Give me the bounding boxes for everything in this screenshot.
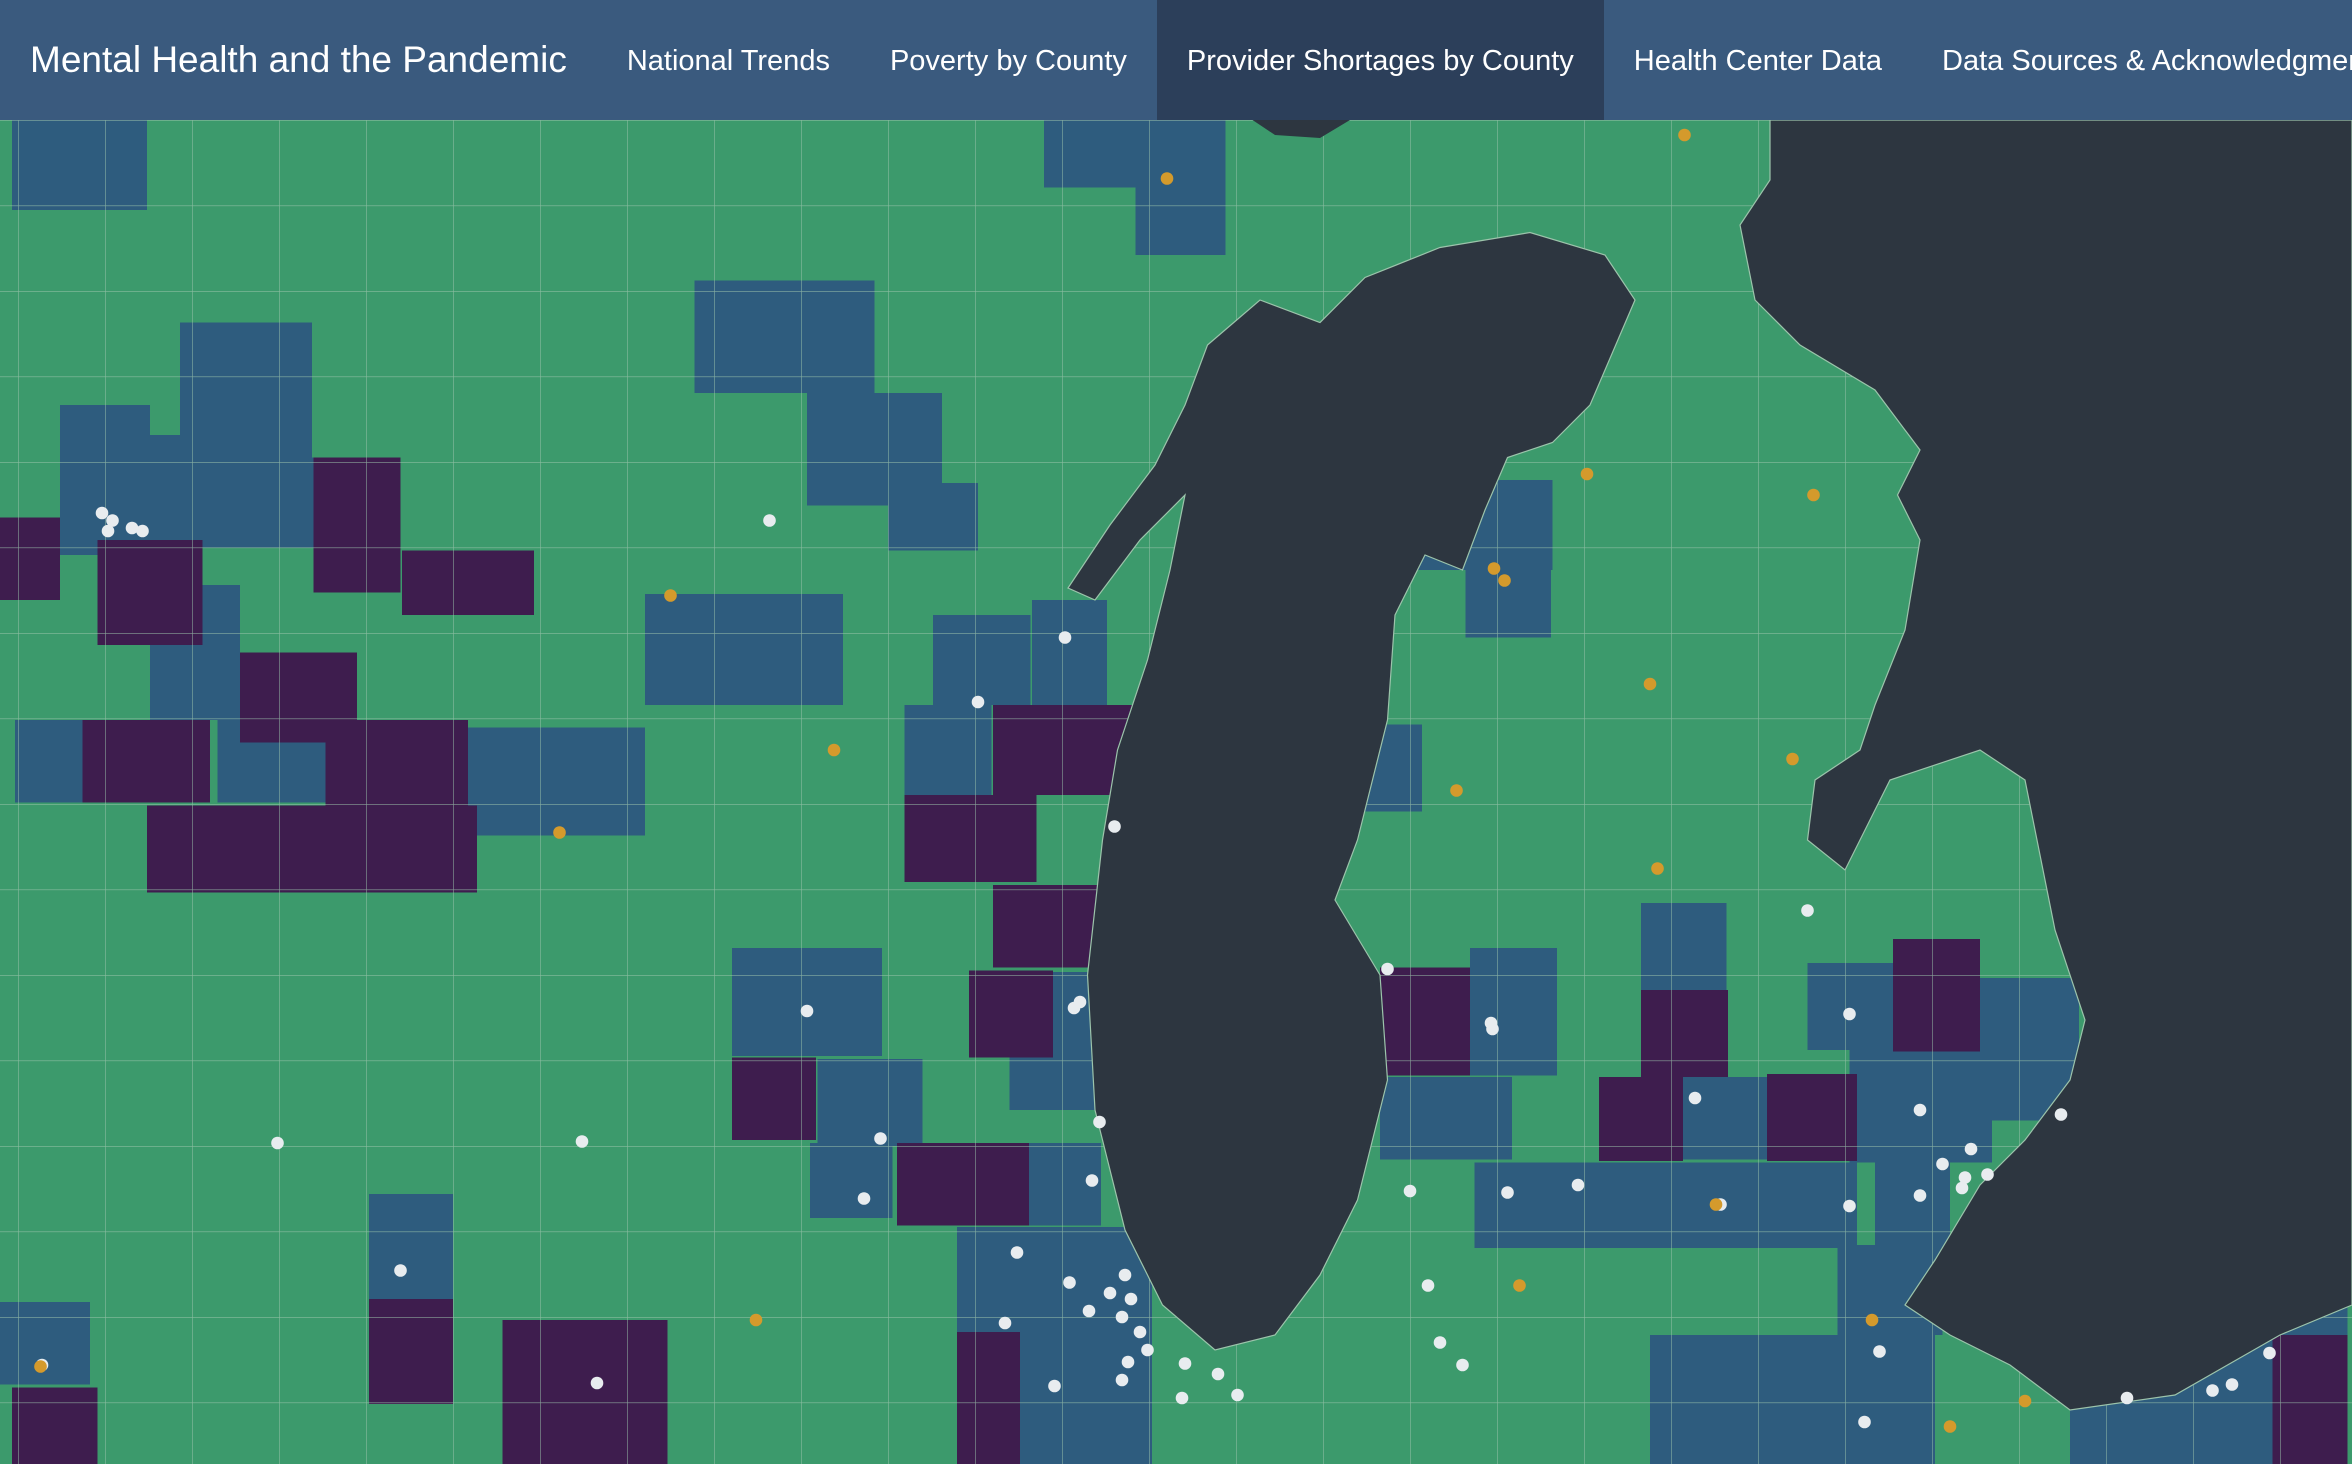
health-center-marker[interactable] — [1141, 1343, 1154, 1357]
brand-title[interactable]: Mental Health and the Pandemic — [30, 39, 567, 80]
health-center-marker[interactable] — [590, 1376, 604, 1390]
site-marker[interactable] — [1513, 1279, 1526, 1292]
health-center-marker[interactable] — [1958, 1171, 1972, 1184]
health-center-marker[interactable] — [1178, 1357, 1192, 1370]
site-marker[interactable] — [553, 826, 566, 839]
health-center-marker[interactable] — [2263, 1346, 2276, 1360]
site-marker[interactable] — [1450, 784, 1463, 797]
lake-superior-edge — [1252, 120, 1350, 138]
site-marker[interactable] — [749, 1313, 763, 1327]
nav-poverty-by-county[interactable]: Poverty by County — [889, 45, 1127, 77]
health-center-marker[interactable] — [1843, 1007, 1856, 1021]
site-marker[interactable] — [664, 589, 677, 602]
site-marker[interactable] — [1678, 128, 1691, 142]
health-center-marker[interactable] — [1067, 1001, 1081, 1015]
site-marker[interactable] — [2018, 1394, 2032, 1408]
health-center-marker[interactable] — [1108, 820, 1121, 833]
health-center-marker[interactable] — [125, 521, 139, 535]
health-center-marker[interactable] — [2054, 1108, 2068, 1121]
health-center-marker[interactable] — [1063, 1276, 1076, 1289]
health-center-marker[interactable] — [1403, 1184, 1417, 1198]
health-center-marker[interactable] — [1433, 1336, 1447, 1349]
health-center-marker[interactable] — [1843, 1199, 1856, 1213]
nav-health-center-data[interactable]: Health Center Data — [1633, 45, 1883, 77]
health-center-marker[interactable] — [998, 1316, 1012, 1330]
site-marker[interactable] — [1498, 574, 1511, 587]
health-center-marker[interactable] — [1486, 1022, 1499, 1036]
health-center-marker[interactable] — [1936, 1157, 1949, 1171]
health-center-marker[interactable] — [2206, 1384, 2219, 1397]
site-marker[interactable] — [1865, 1313, 1879, 1327]
health-center-marker[interactable] — [2120, 1391, 2134, 1405]
health-center-marker[interactable] — [101, 524, 115, 538]
site-marker[interactable] — [1786, 752, 1799, 766]
health-center-marker[interactable] — [1133, 1325, 1147, 1339]
health-center-marker[interactable] — [1421, 1279, 1435, 1292]
health-center-marker[interactable] — [857, 1192, 871, 1205]
health-center-marker[interactable] — [1688, 1091, 1702, 1105]
health-center-marker[interactable] — [1858, 1415, 1871, 1429]
health-center-marker[interactable] — [874, 1132, 887, 1145]
health-center-marker[interactable] — [1175, 1391, 1189, 1405]
health-center-marker[interactable] — [1121, 1355, 1135, 1369]
health-center-marker[interactable] — [1058, 631, 1072, 644]
health-center-marker[interactable] — [95, 506, 109, 520]
health-center-marker[interactable] — [1964, 1142, 1978, 1156]
health-center-marker[interactable] — [1571, 1178, 1585, 1192]
health-center-marker[interactable] — [1085, 1174, 1099, 1187]
site-marker[interactable] — [1807, 488, 1820, 502]
health-center-marker[interactable] — [1093, 1115, 1106, 1129]
health-center-marker[interactable] — [1103, 1286, 1117, 1300]
health-center-marker[interactable] — [2225, 1378, 2239, 1391]
health-center-marker[interactable] — [763, 514, 776, 527]
health-center-marker[interactable] — [1211, 1367, 1225, 1381]
health-center-marker[interactable] — [1124, 1292, 1138, 1306]
health-center-marker[interactable] — [1981, 1168, 1994, 1181]
site-marker[interactable] — [1943, 1420, 1957, 1433]
health-center-marker[interactable] — [1115, 1373, 1129, 1387]
other-site-markers — [34, 128, 2032, 1433]
site-marker[interactable] — [1487, 562, 1501, 575]
health-center-marker[interactable] — [1118, 1268, 1132, 1282]
health-center-marker[interactable] — [971, 695, 985, 709]
site-marker[interactable] — [1580, 467, 1594, 481]
site-marker[interactable] — [1709, 1198, 1723, 1211]
health-center-marker[interactable] — [271, 1136, 284, 1150]
health-center-marker[interactable] — [1381, 962, 1394, 976]
site-marker[interactable] — [1160, 172, 1174, 185]
health-center-marker[interactable] — [106, 514, 119, 527]
site-marker[interactable] — [1643, 677, 1657, 691]
nav-data-sources[interactable]: Data Sources & Acknowledgments — [1942, 45, 2352, 77]
health-center-marker[interactable] — [136, 524, 149, 538]
navbar: Mental Health and the Pandemic National … — [0, 0, 2352, 120]
health-center-marker[interactable] — [1501, 1186, 1514, 1199]
nav-national-trends[interactable]: National Trends — [626, 45, 830, 77]
health-center-marker[interactable] — [1010, 1246, 1024, 1259]
health-center-marker[interactable] — [1801, 904, 1814, 917]
health-center-marker[interactable] — [800, 1004, 814, 1018]
health-center-marker[interactable] — [1913, 1103, 1927, 1117]
health-center-marker[interactable] — [1873, 1345, 1886, 1358]
health-center-marker[interactable] — [1456, 1358, 1469, 1372]
health-center-marker[interactable] — [1048, 1379, 1061, 1393]
site-marker[interactable] — [34, 1360, 47, 1373]
health-center-marker[interactable] — [1231, 1388, 1244, 1402]
lake-michigan — [1067, 231, 1636, 1351]
health-center-marker[interactable] — [575, 1135, 589, 1148]
lake-huron-erie — [1739, 119, 2352, 1411]
health-center-marker[interactable] — [1115, 1310, 1129, 1324]
health-center-marker[interactable] — [1082, 1304, 1096, 1318]
health-center-marker[interactable] — [1955, 1181, 1969, 1195]
nav-provider-shortages[interactable]: Provider Shortages by County — [1156, 0, 1604, 120]
health-center-marker[interactable] — [394, 1264, 407, 1277]
health-center-marker[interactable] — [1913, 1189, 1927, 1202]
site-marker[interactable] — [1651, 862, 1664, 875]
site-marker[interactable] — [827, 743, 841, 757]
